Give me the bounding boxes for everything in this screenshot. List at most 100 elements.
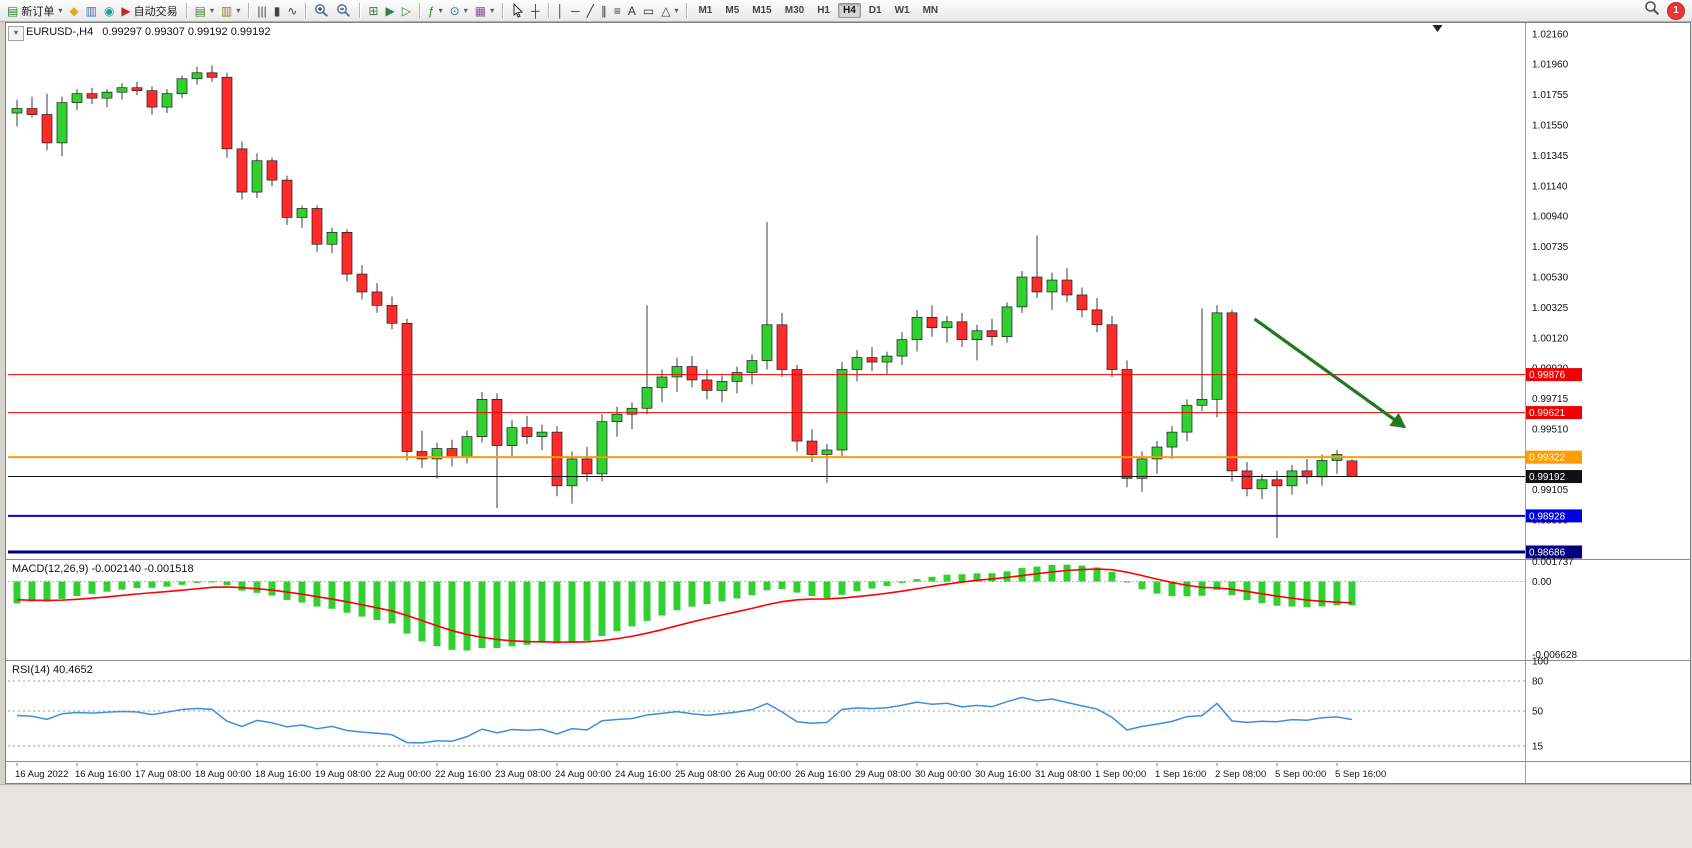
shapes-dropdown-icon[interactable]: ▾ <box>674 6 679 15</box>
bar-chart-mode-icon: ||| <box>257 3 267 18</box>
timeframe-mn-button[interactable]: MN <box>922 5 939 16</box>
toolbar-separator <box>418 3 420 18</box>
rsi-axis-label: 80 <box>1532 677 1544 688</box>
time-axis-label: 22 Aug 16:00 <box>435 769 491 780</box>
toolbar-right-group: 1 <box>1644 0 1688 21</box>
metaquotes-community-button[interactable]: ◆ <box>66 2 81 20</box>
chart-shift-button[interactable]: ▷ <box>399 2 414 20</box>
templates-button[interactable]: ▦ ▾ <box>472 2 497 20</box>
timeframe-h4-button[interactable]: H4 <box>837 3 861 18</box>
zoom-out-icon <box>336 3 351 18</box>
price-axis-label: 1.01755 <box>1532 90 1569 101</box>
crosshair-button[interactable]: ┼ <box>528 2 543 20</box>
data-window-button[interactable]: ◉ <box>101 2 117 20</box>
indicators-dropdown-icon[interactable]: ▾ <box>438 6 443 15</box>
price-axis[interactable]: 1.02160 1.01960 1.01755 1.01550 1.01345 1.011… <box>1526 30 1582 753</box>
one-click-trading-toggle[interactable]: ▾ <box>8 26 24 41</box>
macd-axis-label: -0.006628 <box>1532 650 1577 661</box>
price-axis-label: 1.01345 <box>1532 151 1569 162</box>
bid-price-badge <box>1526 470 1582 484</box>
notification-badge[interactable]: 1 <box>1668 2 1684 19</box>
templates-dropdown-icon[interactable]: ▾ <box>490 6 495 15</box>
time-axis-label: 1 Sep 00:00 <box>1095 769 1146 780</box>
price-axis-label: 0.99715 <box>1532 394 1569 405</box>
svg-text:0.98686: 0.98686 <box>1529 547 1566 558</box>
zoom-in-button[interactable] <box>311 2 332 20</box>
vertical-line-button[interactable]: │ <box>554 2 568 20</box>
line-chart-mode-icon: ∿ <box>287 3 298 18</box>
bar-chart-mode-button[interactable]: ||| <box>254 2 269 20</box>
trendline-button[interactable]: ╱ <box>584 2 597 20</box>
profiles-button[interactable]: ▥ ▾ <box>218 2 243 20</box>
macd-axis-label: 0.001737 <box>1532 557 1574 568</box>
timeframe-m1-button[interactable]: M1 <box>698 5 713 16</box>
tile-windows-button[interactable]: ⊞ <box>365 2 381 20</box>
chart-canvas[interactable]: 1.02160 1.01960 1.01755 1.01550 1.01345 1.011… <box>6 23 1690 783</box>
trend-arrow[interactable] <box>1253 317 1407 429</box>
timeframe-h1-button[interactable]: H1 <box>817 5 830 16</box>
cursor-button[interactable] <box>508 2 527 20</box>
time-axis-label: 17 Aug 08:00 <box>135 769 191 780</box>
auto-scroll-button[interactable]: ▶ <box>382 2 397 20</box>
macd-signal-line <box>16 568 1353 643</box>
chart-background <box>6 23 1690 783</box>
toolbar-separator <box>686 3 688 18</box>
shapes-button[interactable]: △ ▾ <box>658 2 681 20</box>
profiles-icon: ▥ <box>221 3 233 18</box>
zoom-out-button[interactable] <box>333 2 354 20</box>
price-axis-label: 1.01960 <box>1532 59 1569 70</box>
timeframe-d1-button[interactable]: D1 <box>868 5 882 16</box>
time-axis-label: 30 Aug 00:00 <box>915 769 971 780</box>
svg-text:0.99322: 0.99322 <box>1529 453 1566 464</box>
time-axis-label: 2 Sep 08:00 <box>1215 769 1266 780</box>
candlestick-series <box>11 65 1358 538</box>
toolbar: ▤ 新订单 ▾ ◆ ▥ ◉ ▶ 自动交易 ▤ ▾ ▥ ▾ ||| ▮ ∿ ⊞ ▶ ▷ ƒ ▾ ⊙ ▾ ▦ ▾ ┼ │ ─ ╱ ∥ ≡ A ▭ △… <box>0 0 1692 22</box>
market-watch-button[interactable]: ▥ <box>83 2 100 20</box>
new-order-button[interactable]: ▤ 新订单 ▾ <box>4 2 65 20</box>
candlestick-mode-button[interactable]: ▮ <box>271 2 284 20</box>
fibonacci-retracement-button[interactable]: ≡ <box>611 2 624 20</box>
chart-shift-icon: ▷ <box>401 3 411 18</box>
auto-trading-icon: ▶ <box>121 3 131 18</box>
text-tool-button[interactable]: A <box>625 2 639 20</box>
level-price-badge <box>1526 545 1582 559</box>
timeframe-m15-button[interactable]: M15 <box>752 5 772 16</box>
periods-icon: ⊙ <box>449 3 460 18</box>
new-order-dropdown-icon[interactable]: ▾ <box>58 6 63 15</box>
auto-scroll-icon: ▶ <box>385 3 395 18</box>
new-chart-dropdown-icon[interactable]: ▾ <box>210 6 215 15</box>
rsi-axis-label: 15 <box>1532 742 1544 753</box>
rsi-line <box>16 696 1353 744</box>
text-label-button[interactable]: ▭ <box>640 2 657 20</box>
time-axis-label: 5 Sep 00:00 <box>1275 769 1326 780</box>
search-icon[interactable] <box>1644 0 1660 21</box>
market-watch-icon: ▥ <box>85 3 97 18</box>
equidistant-channel-button[interactable]: ∥ <box>598 2 610 20</box>
level-price-badge <box>1526 509 1582 523</box>
time-axis-label: 19 Aug 08:00 <box>315 769 371 780</box>
time-axis-label: 25 Aug 08:00 <box>675 769 731 780</box>
text-label-icon: ▭ <box>642 3 655 18</box>
horizontal-line-button[interactable]: ─ <box>568 2 583 20</box>
line-chart-mode-button[interactable]: ∿ <box>284 2 300 20</box>
price-axis-label: 1.00325 <box>1532 303 1569 314</box>
timeframe-m30-button[interactable]: M30 <box>784 5 805 16</box>
profiles-dropdown-icon[interactable]: ▾ <box>236 6 241 15</box>
toolbar-separator <box>305 3 307 18</box>
price-axis-label: 1.01550 <box>1532 120 1569 131</box>
new-chart-button[interactable]: ▤ ▾ <box>192 2 217 20</box>
timeframe-w1-button[interactable]: W1 <box>894 5 910 16</box>
chart-shift-marker[interactable] <box>1432 25 1443 32</box>
time-axis[interactable]: 16 Aug 2022 16 Aug 16:00 17 Aug 08:00 18 Au… <box>15 763 1386 780</box>
periods-button[interactable]: ⊙ ▾ <box>447 2 471 20</box>
periods-dropdown-icon[interactable]: ▾ <box>463 6 468 15</box>
indicators-button[interactable]: ƒ ▾ <box>425 2 446 20</box>
data-window-icon: ◉ <box>103 3 115 18</box>
toolbar-separator <box>547 3 549 18</box>
toolbar-separator <box>502 3 504 18</box>
timeframe-m5-button[interactable]: M5 <box>725 5 740 16</box>
new-order-label: 新订单 <box>21 5 55 18</box>
auto-trading-button[interactable]: ▶ 自动交易 <box>118 2 180 20</box>
time-axis-label: 5 Sep 16:00 <box>1335 769 1386 780</box>
time-axis-label: 24 Aug 00:00 <box>555 769 611 780</box>
